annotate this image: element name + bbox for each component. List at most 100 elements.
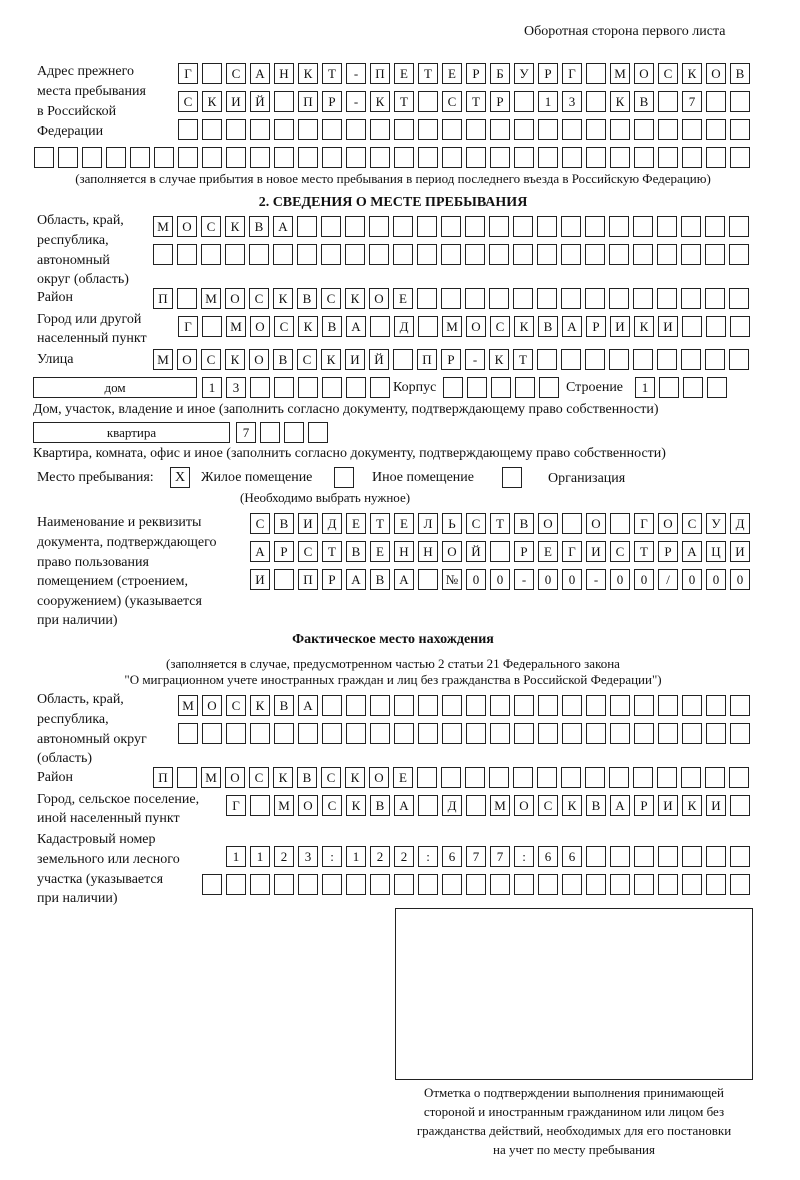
char-cell[interactable] (34, 147, 54, 168)
char-cell[interactable]: К (345, 767, 365, 788)
char-cell[interactable]: К (225, 216, 245, 237)
char-cell[interactable]: 1 (346, 846, 366, 867)
char-cell[interactable] (658, 846, 678, 867)
char-cell[interactable] (130, 147, 150, 168)
char-cell[interactable]: К (634, 316, 654, 337)
char-cell[interactable]: П (153, 767, 173, 788)
char-cell[interactable] (418, 147, 438, 168)
char-cell[interactable]: Р (322, 569, 342, 590)
char-cell[interactable] (514, 91, 534, 112)
char-cell[interactable] (417, 244, 437, 265)
char-cell[interactable]: С (658, 63, 678, 84)
char-cell[interactable] (634, 695, 654, 716)
char-cell[interactable]: А (273, 216, 293, 237)
char-cell[interactable]: Т (418, 63, 438, 84)
char-cell[interactable]: А (394, 795, 414, 816)
char-cell[interactable]: С (538, 795, 558, 816)
char-cell[interactable]: О (706, 63, 726, 84)
char-cell[interactable] (562, 723, 582, 744)
char-cell[interactable] (441, 288, 461, 309)
char-cell[interactable]: М (201, 288, 221, 309)
char-cell[interactable]: Ц (706, 541, 726, 562)
stay-organization-checkbox[interactable] (502, 467, 522, 488)
char-cell[interactable]: О (466, 316, 486, 337)
char-cell[interactable]: С (442, 91, 462, 112)
char-cell[interactable]: Е (394, 513, 414, 534)
char-cell[interactable] (298, 119, 318, 140)
char-cell[interactable] (201, 244, 221, 265)
char-cell[interactable]: И (298, 513, 318, 534)
char-cell[interactable] (585, 244, 605, 265)
char-cell[interactable]: К (610, 91, 630, 112)
char-cell[interactable]: Т (490, 513, 510, 534)
char-cell[interactable] (657, 216, 677, 237)
char-cell[interactable] (274, 723, 294, 744)
char-cell[interactable] (609, 244, 629, 265)
char-cell[interactable] (490, 874, 510, 895)
char-cell[interactable] (585, 288, 605, 309)
char-cell[interactable] (562, 147, 582, 168)
char-cell[interactable]: И (658, 316, 678, 337)
char-cell[interactable]: 3 (298, 846, 318, 867)
char-cell[interactable] (609, 288, 629, 309)
char-cell[interactable]: Е (393, 288, 413, 309)
char-cell[interactable] (609, 216, 629, 237)
char-cell[interactable] (274, 377, 294, 398)
char-cell[interactable] (370, 695, 390, 716)
char-cell[interactable]: М (201, 767, 221, 788)
char-cell[interactable] (610, 723, 630, 744)
char-cell[interactable]: Т (466, 91, 486, 112)
char-cell[interactable] (585, 767, 605, 788)
char-cell[interactable]: О (225, 288, 245, 309)
char-cell[interactable] (489, 767, 509, 788)
char-cell[interactable] (657, 767, 677, 788)
char-cell[interactable]: Д (442, 795, 462, 816)
char-cell[interactable]: О (369, 288, 389, 309)
char-cell[interactable]: Л (418, 513, 438, 534)
char-cell[interactable] (658, 695, 678, 716)
char-cell[interactable] (177, 288, 197, 309)
char-cell[interactable] (345, 244, 365, 265)
char-cell[interactable]: И (586, 541, 606, 562)
char-cell[interactable] (562, 119, 582, 140)
char-cell[interactable] (370, 119, 390, 140)
char-cell[interactable] (225, 244, 245, 265)
char-cell[interactable] (202, 119, 222, 140)
char-cell[interactable]: Е (346, 513, 366, 534)
char-cell[interactable]: С (297, 349, 317, 370)
char-cell[interactable]: М (226, 316, 246, 337)
char-cell[interactable]: : (322, 846, 342, 867)
char-cell[interactable]: О (634, 63, 654, 84)
char-cell[interactable]: О (586, 513, 606, 534)
char-cell[interactable] (514, 119, 534, 140)
char-cell[interactable] (730, 795, 750, 816)
char-cell[interactable]: / (658, 569, 678, 590)
char-cell[interactable] (177, 244, 197, 265)
char-cell[interactable] (322, 147, 342, 168)
char-cell[interactable]: И (658, 795, 678, 816)
char-cell[interactable]: У (514, 63, 534, 84)
char-cell[interactable]: И (250, 569, 270, 590)
char-cell[interactable]: К (682, 795, 702, 816)
char-cell[interactable] (706, 846, 726, 867)
char-cell[interactable] (561, 244, 581, 265)
char-cell[interactable] (538, 695, 558, 716)
char-cell[interactable] (345, 216, 365, 237)
char-cell[interactable] (466, 874, 486, 895)
char-cell[interactable]: В (322, 316, 342, 337)
char-cell[interactable] (706, 316, 726, 337)
char-cell[interactable] (442, 119, 462, 140)
char-cell[interactable]: М (274, 795, 294, 816)
char-cell[interactable]: В (274, 513, 294, 534)
char-cell[interactable]: 7 (236, 422, 256, 443)
char-cell[interactable]: М (153, 349, 173, 370)
char-cell[interactable]: А (250, 63, 270, 84)
char-cell[interactable] (586, 846, 606, 867)
char-cell[interactable] (682, 316, 702, 337)
char-cell[interactable] (250, 377, 270, 398)
char-cell[interactable]: К (562, 795, 582, 816)
char-cell[interactable]: Т (322, 541, 342, 562)
char-cell[interactable]: В (249, 216, 269, 237)
char-cell[interactable] (681, 216, 701, 237)
char-cell[interactable] (298, 147, 318, 168)
